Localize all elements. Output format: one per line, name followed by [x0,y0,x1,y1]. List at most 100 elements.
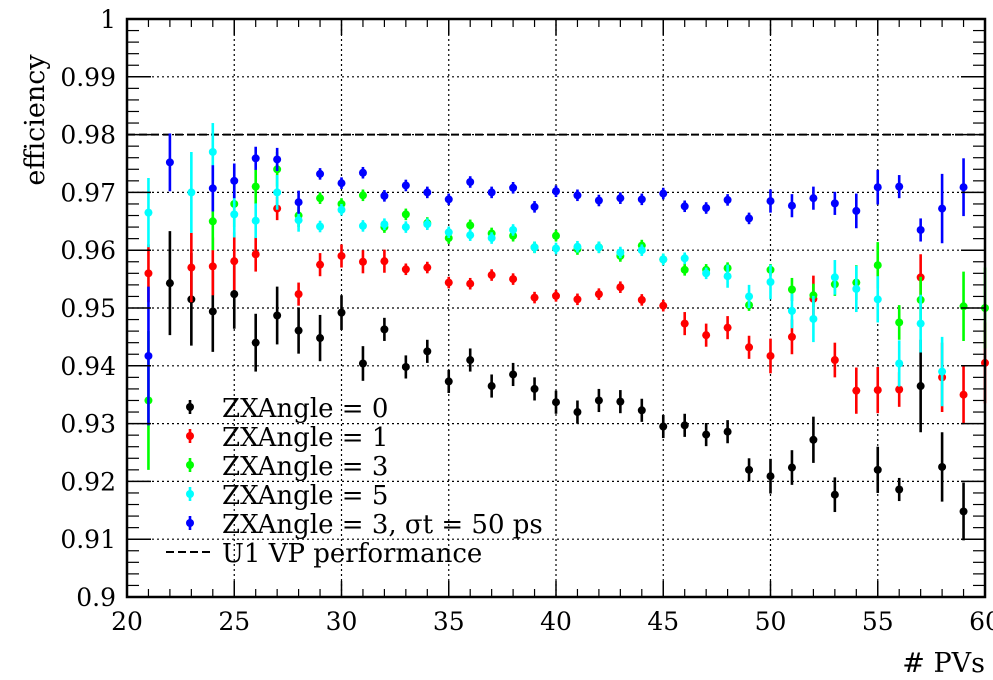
data-point [509,275,518,284]
data-point [165,279,174,288]
data-point [144,351,153,360]
data-point [316,169,325,178]
data-point [552,231,560,240]
data-point [809,314,818,323]
grid-layer [127,19,985,597]
data-layer [144,123,989,541]
data-point [959,390,968,399]
data-point [959,183,968,192]
data-point [616,283,625,292]
data-point [594,290,603,299]
legend-marker [186,519,194,527]
legend-marker [186,403,194,411]
legend-marker [186,432,194,440]
x-tick-label: 35 [433,607,465,636]
data-point [787,463,796,472]
data-point [745,465,754,474]
y-tick-label: 0.96 [60,236,116,265]
x-tick-labels: 20 25 30 35 40 45 50 55 60 [111,607,993,636]
data-point [316,260,325,269]
legend-marker [186,490,194,498]
data-point [208,217,217,226]
y-tick-label: 0.99 [60,63,116,92]
data-point [766,351,775,360]
data-point [273,155,282,164]
data-point [616,248,625,257]
data-point [938,367,947,376]
data-point [294,216,303,225]
legend-marker [186,461,194,469]
data-point [916,319,925,328]
y-tick-label: 0.97 [60,178,116,207]
data-point [466,177,475,186]
data-point [637,195,646,204]
ticks-layer [126,18,986,598]
data-point [745,292,754,301]
y-tick-label: 0.92 [60,467,116,496]
data-point [444,228,453,237]
data-point [552,244,560,253]
data-point [659,301,668,310]
data-point [809,291,818,300]
data-point [337,205,346,214]
x-tick-label: 60 [969,607,993,636]
legend-label: ZXAngle = 3 [222,452,388,482]
data-point [616,397,625,406]
data-point [208,147,217,156]
data-point [380,191,389,200]
data-point [380,220,389,229]
data-point [444,195,453,204]
data-point [852,206,861,215]
series-1 [144,197,989,424]
data-point [723,323,732,332]
data-point [487,271,496,280]
series-4 [144,133,968,426]
data-point [573,295,582,304]
data-point [294,198,303,207]
data-point [316,222,325,231]
data-point [187,188,196,197]
data-point [401,223,410,232]
x-tick-label: 40 [540,607,572,636]
data-point [873,386,882,395]
data-point [680,319,689,328]
data-point [702,269,711,278]
legend-label: ZXAngle = 3, σt = 50 ps [222,510,543,540]
data-point [530,202,539,211]
series-3 [144,123,947,407]
data-point [530,243,539,252]
data-point [873,295,882,304]
data-point [273,188,282,197]
data-point [938,462,947,471]
data-point [680,265,689,274]
data-point [873,183,882,192]
data-point [401,210,410,219]
data-point [680,421,689,430]
data-point [873,261,882,270]
data-point [830,356,839,365]
data-point [723,272,732,281]
data-point [659,255,668,264]
data-point [659,422,668,431]
data-point [208,184,217,193]
data-point [251,182,260,191]
data-point [530,384,539,393]
data-point [337,179,346,188]
data-point [358,221,367,230]
x-axis-title: # PVs [902,648,985,679]
data-point [273,311,282,320]
data-point [251,154,260,163]
data-point [616,194,625,203]
data-point [144,269,153,278]
data-point [745,343,754,352]
y-tick-label: 0.9 [76,583,116,612]
data-point [316,334,325,343]
legend-label: ZXAngle = 5 [222,481,388,511]
data-point [187,263,196,272]
data-point [552,291,560,300]
data-point [423,347,432,356]
data-point [637,406,646,415]
data-point [401,265,410,274]
data-point [230,290,239,299]
